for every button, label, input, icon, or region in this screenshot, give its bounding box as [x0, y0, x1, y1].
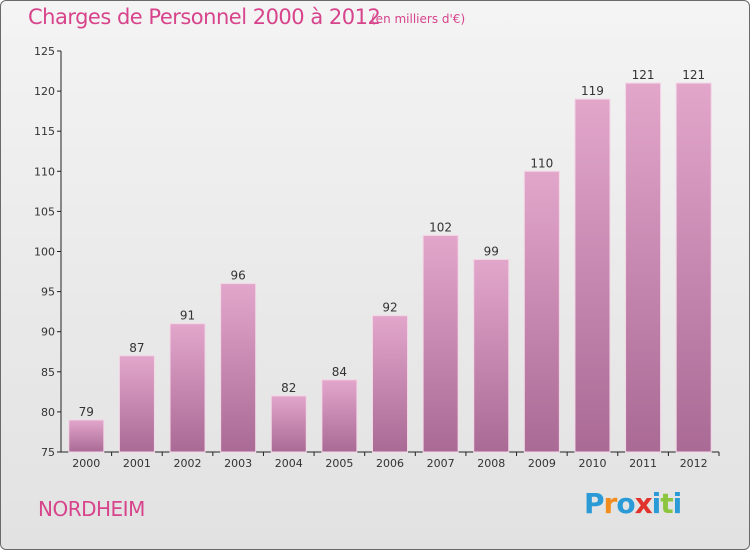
value-label-2007: 102 — [429, 220, 452, 234]
value-label-2001: 87 — [129, 341, 144, 355]
bar-2001 — [118, 355, 155, 453]
x-tick-label: 2007 — [427, 457, 455, 470]
logo-letter: i — [651, 487, 662, 520]
x-tick-label: 2009 — [528, 457, 556, 470]
bar-2011 — [625, 82, 662, 453]
y-tick-label: 115 — [34, 125, 55, 138]
x-axis: 2000 2001 2002 2003 2004 2005 2006 2007 2008 2009… — [61, 451, 720, 470]
bar-2012 — [675, 82, 712, 453]
value-label-2010: 119 — [581, 84, 604, 98]
y-tick-label: 90 — [41, 326, 55, 339]
value-label-2003: 96 — [231, 269, 246, 283]
y-axis: 75 80 85 90 95 100 105 110 115 120 125 — [34, 45, 62, 459]
x-tick-label: 2011 — [629, 457, 657, 470]
x-tick-label: 2004 — [275, 457, 303, 470]
bars-group — [68, 82, 712, 453]
bar-2005 — [321, 379, 358, 453]
y-tick-label: 105 — [34, 205, 55, 218]
y-tick-label: 75 — [41, 446, 55, 459]
x-tick-label: 2012 — [680, 457, 708, 470]
value-label-2009: 110 — [530, 156, 553, 170]
x-tick-label: 2008 — [477, 457, 505, 470]
value-label-2012: 121 — [682, 68, 705, 82]
value-label-2011: 121 — [632, 68, 655, 82]
town-name: NORDHEIM — [38, 497, 145, 521]
proxiti-logo: Proxiti — [584, 487, 683, 520]
value-label-2004: 82 — [281, 381, 296, 395]
value-label-2002: 91 — [180, 309, 195, 323]
chart-subtitle: (en milliers d'€) — [371, 12, 466, 26]
x-tick-label: 2006 — [376, 457, 404, 470]
bar-2006 — [372, 315, 408, 453]
value-label-2000: 79 — [79, 405, 94, 419]
x-tick-label: 2001 — [123, 457, 151, 470]
bar-2004 — [270, 395, 307, 453]
bar-2009 — [523, 170, 560, 453]
y-tick-label: 85 — [41, 366, 55, 379]
y-tick-label: 95 — [41, 286, 55, 299]
y-tick-label: 110 — [34, 165, 55, 178]
logo-letter: P — [584, 487, 605, 520]
x-tick-label: 2005 — [325, 457, 353, 470]
logo-letter: x — [634, 487, 653, 520]
bar-2002 — [169, 323, 206, 453]
x-tick-label: 2002 — [174, 457, 202, 470]
x-tick-label: 2010 — [578, 457, 606, 470]
y-tick-label: 80 — [41, 406, 55, 419]
bar-2008 — [473, 259, 510, 453]
y-tick-label: 120 — [34, 85, 55, 98]
logo-letter: t — [660, 487, 673, 520]
value-labels-group: 79 87 91 96 82 84 92 102 99 110 119 121 121 — [79, 68, 705, 419]
chart-title: Charges de Personnel 2000 à 2012 — [28, 5, 381, 29]
bar-2007 — [422, 234, 459, 453]
bar-2010 — [574, 98, 611, 453]
logo-letter: i — [672, 487, 683, 520]
y-tick-label: 100 — [34, 246, 55, 259]
value-label-2005: 84 — [332, 365, 347, 379]
bar-2003 — [220, 283, 257, 453]
x-tick-label: 2003 — [224, 457, 252, 470]
y-tick-label: 125 — [34, 45, 55, 58]
logo-letter: o — [616, 487, 635, 520]
x-tick-label: 2000 — [72, 457, 100, 470]
bar-2000 — [68, 419, 105, 453]
value-label-2008: 99 — [484, 245, 499, 259]
value-label-2006: 92 — [382, 301, 397, 315]
logo-letter: r — [603, 487, 618, 520]
